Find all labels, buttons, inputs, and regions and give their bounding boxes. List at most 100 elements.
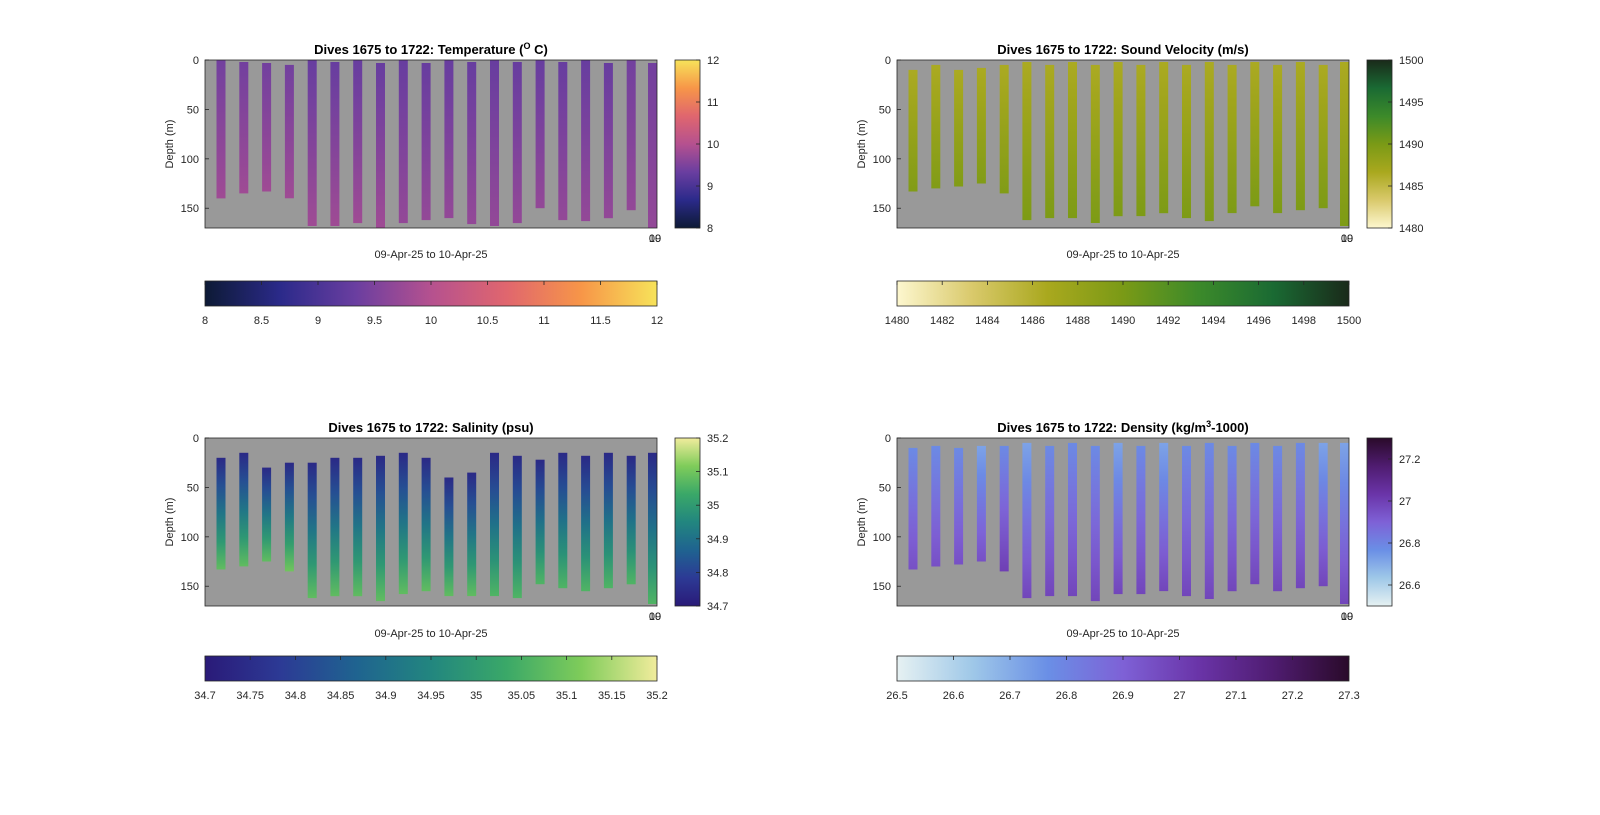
y-axis-label: Depth (m) — [856, 498, 868, 547]
dive-profile — [490, 452, 499, 597]
colorbar-tick-label: 9.5 — [367, 315, 382, 327]
dive-profile — [1318, 442, 1328, 587]
y-tick-label: 150 — [873, 581, 891, 593]
colorbar-tick-label: 12 — [651, 315, 663, 327]
dive-profile — [398, 452, 408, 595]
axes-frame — [896, 59, 1350, 229]
dive-profile — [1250, 62, 1260, 207]
dive-profile — [581, 60, 591, 222]
colorbar-tick-label: 26.9 — [1112, 690, 1133, 702]
y-tick-label: 100 — [873, 154, 891, 166]
y-tick-label: 50 — [187, 104, 199, 116]
colorbar-horizontal — [204, 655, 658, 682]
x-tick-label: 09 — [1341, 233, 1353, 245]
dive-profile — [1136, 64, 1146, 217]
dive-profile — [1204, 62, 1214, 222]
dive-profile — [976, 445, 986, 562]
colorbar-tick-label: 26.8 — [1056, 690, 1077, 702]
colorbar-tick-label: 34.85 — [327, 690, 355, 702]
colorbar-tick-label: 34.9 — [707, 534, 728, 546]
y-tick-label: 150 — [181, 581, 199, 593]
colorbar-tick-label: 34.8 — [707, 567, 728, 579]
y-tick-label: 50 — [879, 482, 891, 494]
dive-profile — [467, 62, 477, 225]
dive-profile — [558, 62, 568, 221]
colorbar-tick-label: 10.5 — [477, 315, 498, 327]
colorbar-tick-label: 10 — [707, 139, 719, 151]
dive-profile — [512, 62, 522, 224]
colorbar-tick-label: 35 — [707, 500, 719, 512]
colorbar-tick-label: 1498 — [1292, 315, 1316, 327]
dive-profile — [239, 62, 249, 194]
colorbar-tick-label: 11 — [707, 97, 718, 109]
chart-title: Dives 1675 to 1722: Temperature (O C) — [314, 41, 548, 57]
x-tick-label: 10 — [649, 611, 661, 623]
colorbar-tick-label: 35.15 — [598, 690, 626, 702]
y-tick-label: 0 — [193, 433, 199, 445]
colorbar-tick-label: 1486 — [1020, 315, 1044, 327]
colorbar-tick-label: 1488 — [1066, 315, 1090, 327]
colorbar-tick-label: 8 — [202, 315, 208, 327]
x-tick-label: 10 — [649, 233, 661, 245]
y-tick-label: 0 — [193, 55, 199, 67]
colorbar-tick-label: 34.9 — [375, 690, 396, 702]
colorbar-tick-label: 34.75 — [236, 690, 264, 702]
dive-profile — [467, 472, 477, 597]
dive-profile — [376, 63, 385, 228]
y-tick-label: 50 — [879, 104, 891, 116]
colorbar-tick-label: 35.2 — [646, 690, 667, 702]
dive-profile — [954, 69, 964, 187]
dive-profile — [535, 459, 545, 585]
dive-profile — [1273, 64, 1283, 214]
y-tick-label: 50 — [187, 482, 199, 494]
dive-profile — [1136, 445, 1146, 595]
colorbar-tick-label: 1484 — [975, 315, 999, 327]
colorbar-tick-label: 1492 — [1156, 315, 1180, 327]
dive-profile — [976, 67, 986, 184]
colorbar-tick-label: 8.5 — [254, 315, 269, 327]
dive-profile — [603, 452, 613, 589]
x-tick-label: 10 — [1341, 233, 1353, 245]
axes-frame — [896, 437, 1350, 607]
dive-profile — [353, 457, 363, 597]
dive-profile — [999, 64, 1009, 194]
dive-profile — [1113, 442, 1123, 595]
dive-profile — [307, 462, 317, 599]
dive-profile — [1068, 62, 1077, 219]
dive-profile — [1159, 442, 1169, 592]
chart-title: Dives 1675 to 1722: Salinity (psu) — [328, 420, 533, 435]
dive-profile — [908, 447, 918, 570]
colorbar-tick-label: 34.95 — [417, 690, 445, 702]
dive-profile — [1318, 64, 1328, 209]
colorbar-tick-label: 35.1 — [556, 690, 577, 702]
dive-profile — [262, 63, 272, 192]
dive-profile — [931, 445, 941, 567]
dive-profile — [376, 455, 385, 602]
dive-profile — [1113, 62, 1123, 217]
colorbar-tick-label: 34.8 — [285, 690, 306, 702]
chart-panel: Dives 1675 to 1722: Salinity (psu)050100… — [164, 420, 728, 702]
colorbar-tick-label: 27.2 — [1282, 690, 1303, 702]
y-tick-label: 100 — [873, 532, 891, 544]
chart-title-tail: C) — [530, 42, 547, 57]
y-tick-label: 0 — [885, 433, 891, 445]
colorbar-tick-label: 1490 — [1399, 139, 1423, 151]
dive-profile — [490, 60, 499, 226]
x-axis-label: 09-Apr-25 to 10-Apr-25 — [374, 249, 487, 261]
colorbar-tick-label: 26.6 — [943, 690, 964, 702]
colorbar-tick-label: 1496 — [1246, 315, 1270, 327]
dive-profile — [1159, 62, 1169, 214]
dive-profile — [239, 452, 249, 567]
dive-profile — [1182, 445, 1191, 597]
dive-profile — [908, 69, 918, 192]
dive-profile — [931, 64, 941, 189]
dive-profile — [1227, 64, 1237, 214]
x-axis-label: 09-Apr-25 to 10-Apr-25 — [1066, 249, 1179, 261]
y-axis-label: Depth (m) — [856, 120, 868, 169]
dive-profile — [1204, 442, 1214, 599]
chart-title-tail: -1000) — [1211, 420, 1249, 435]
colorbar-tick-label: 35 — [470, 690, 482, 702]
colorbar-tick-label: 27.1 — [1225, 690, 1246, 702]
dive-profile — [398, 60, 408, 224]
